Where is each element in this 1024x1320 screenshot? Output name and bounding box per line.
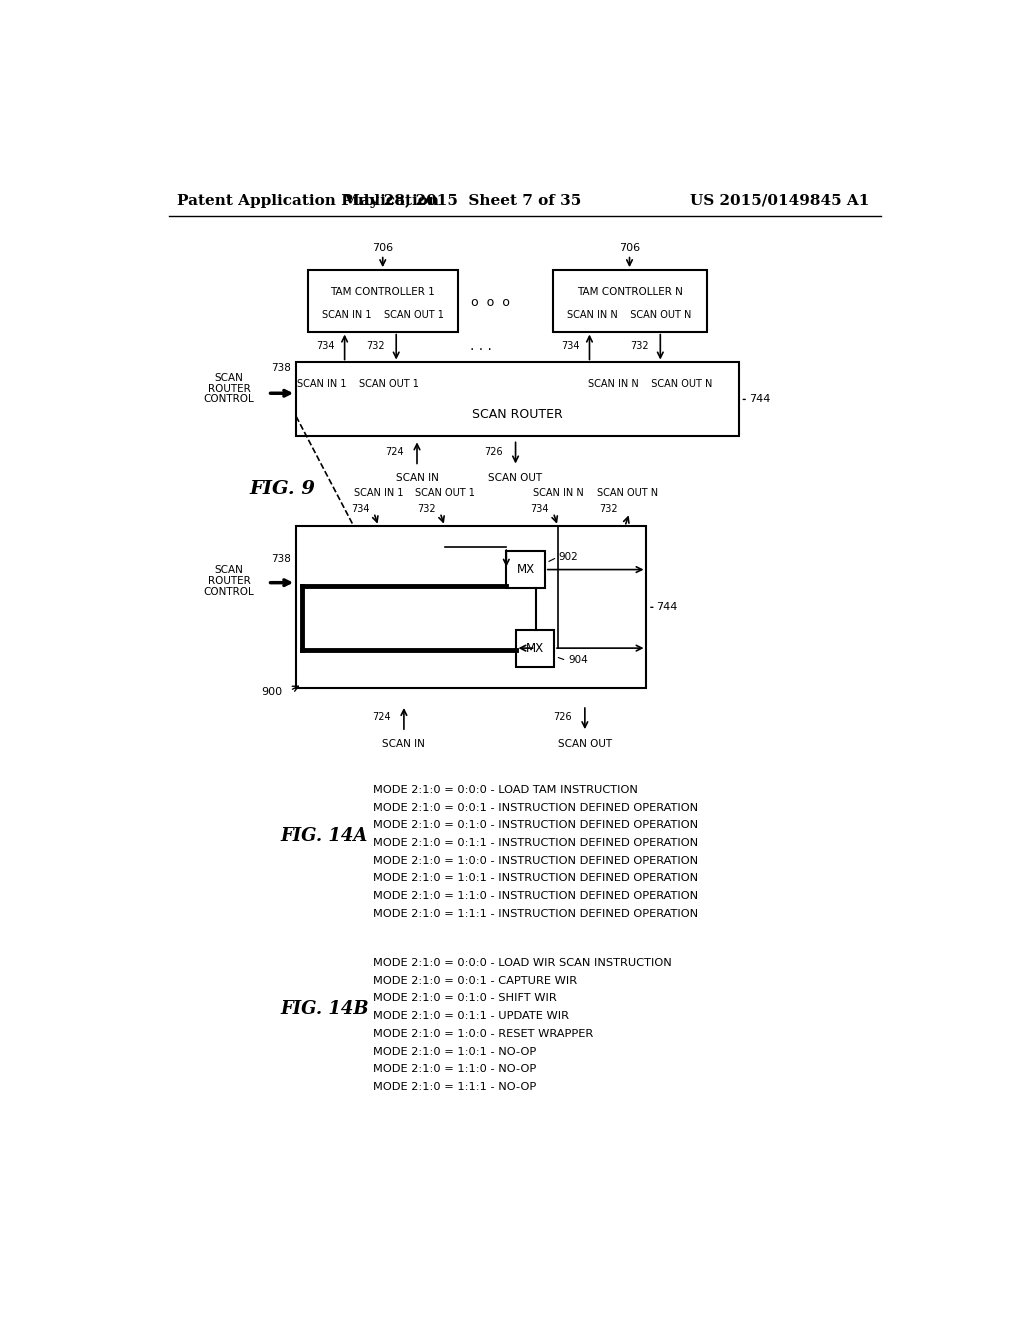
Text: 706: 706	[618, 243, 640, 253]
Bar	[515, 630, 554, 667]
Text: MODE 2:1:0 = 0:1:1 - UPDATE WIR: MODE 2:1:0 = 0:1:1 - UPDATE WIR	[373, 1011, 569, 1022]
Text: 744: 744	[749, 395, 770, 404]
Text: SCAN IN N: SCAN IN N	[532, 488, 584, 499]
Text: MODE 2:1:0 = 0:1:1 - INSTRUCTION DEFINED OPERATION: MODE 2:1:0 = 0:1:1 - INSTRUCTION DEFINED…	[373, 838, 698, 847]
Text: 732: 732	[599, 504, 617, 513]
Text: CONTROL: CONTROL	[204, 587, 255, 597]
Text: 738: 738	[271, 554, 292, 564]
Text: MODE 2:1:0 = 0:1:0 - INSTRUCTION DEFINED OPERATION: MODE 2:1:0 = 0:1:0 - INSTRUCTION DEFINED…	[373, 820, 698, 830]
Text: SCAN OUT 1: SCAN OUT 1	[415, 488, 475, 499]
Text: 734: 734	[351, 504, 370, 513]
Text: CONTROL: CONTROL	[204, 395, 255, 404]
Text: 744: 744	[656, 602, 678, 612]
Text: o  o  o: o o o	[471, 296, 510, 309]
Text: 724: 724	[372, 713, 391, 722]
Text: Patent Application Publication: Patent Application Publication	[177, 194, 438, 207]
Text: May 28, 2015  Sheet 7 of 35: May 28, 2015 Sheet 7 of 35	[343, 194, 581, 207]
Text: 732: 732	[417, 504, 435, 513]
Text: 726: 726	[484, 446, 503, 457]
Text: SCAN IN N    SCAN OUT N: SCAN IN N SCAN OUT N	[588, 379, 713, 389]
Text: SCAN IN 1: SCAN IN 1	[353, 488, 403, 499]
Text: SCAN OUT N: SCAN OUT N	[597, 488, 657, 499]
Text: MODE 2:1:0 = 1:1:1 - NO-OP: MODE 2:1:0 = 1:1:1 - NO-OP	[373, 1082, 537, 1092]
Text: MX: MX	[516, 564, 535, 576]
Text: SCAN IN N    SCAN OUT N: SCAN IN N SCAN OUT N	[567, 310, 691, 319]
Text: 904: 904	[568, 656, 588, 665]
Text: 732: 732	[630, 342, 649, 351]
Text: 902: 902	[559, 552, 579, 562]
Text: MODE 2:1:0 = 1:1:0 - INSTRUCTION DEFINED OPERATION: MODE 2:1:0 = 1:1:0 - INSTRUCTION DEFINED…	[373, 891, 698, 902]
Text: MODE 2:1:0 = 1:0:1 - INSTRUCTION DEFINED OPERATION: MODE 2:1:0 = 1:0:1 - INSTRUCTION DEFINED…	[373, 874, 698, 883]
Text: SCAN: SCAN	[215, 565, 244, 576]
Bar	[307, 271, 458, 331]
Text: 734: 734	[316, 342, 335, 351]
Text: MODE 2:1:0 = 0:0:0 - LOAD WIR SCAN INSTRUCTION: MODE 2:1:0 = 0:0:0 - LOAD WIR SCAN INSTR…	[373, 958, 672, 968]
Text: MODE 2:1:0 = 1:1:0 - NO-OP: MODE 2:1:0 = 1:1:0 - NO-OP	[373, 1064, 537, 1074]
Text: FIG. 14B: FIG. 14B	[281, 1001, 370, 1018]
Text: SCAN ROUTER: SCAN ROUTER	[472, 408, 563, 421]
Bar	[296, 363, 739, 436]
Text: TAM CONTROLLER 1: TAM CONTROLLER 1	[331, 286, 435, 297]
Text: TAM CONTROLLER N: TAM CONTROLLER N	[577, 286, 682, 297]
Text: MODE 2:1:0 = 0:0:0 - LOAD TAM INSTRUCTION: MODE 2:1:0 = 0:0:0 - LOAD TAM INSTRUCTIO…	[373, 785, 638, 795]
Text: MODE 2:1:0 = 1:0:1 - NO-OP: MODE 2:1:0 = 1:0:1 - NO-OP	[373, 1047, 537, 1056]
Bar	[553, 271, 707, 331]
Text: FIG. 9: FIG. 9	[250, 480, 316, 499]
Text: . . .: . . .	[470, 339, 492, 354]
Text: MODE 2:1:0 = 0:0:1 - CAPTURE WIR: MODE 2:1:0 = 0:0:1 - CAPTURE WIR	[373, 975, 578, 986]
Text: ROUTER: ROUTER	[208, 576, 251, 586]
Text: 706: 706	[372, 243, 393, 253]
Text: SCAN IN 1    SCAN OUT 1: SCAN IN 1 SCAN OUT 1	[322, 310, 443, 319]
Text: MODE 2:1:0 = 0:1:0 - SHIFT WIR: MODE 2:1:0 = 0:1:0 - SHIFT WIR	[373, 994, 557, 1003]
Text: MODE 2:1:0 = 1:0:0 - RESET WRAPPER: MODE 2:1:0 = 1:0:0 - RESET WRAPPER	[373, 1028, 593, 1039]
Text: SCAN OUT: SCAN OUT	[558, 739, 612, 748]
Text: SCAN IN: SCAN IN	[383, 739, 425, 748]
Text: MODE 2:1:0 = 0:0:1 - INSTRUCTION DEFINED OPERATION: MODE 2:1:0 = 0:0:1 - INSTRUCTION DEFINED…	[373, 803, 698, 813]
Text: 732: 732	[366, 342, 385, 351]
Text: SCAN IN: SCAN IN	[395, 473, 438, 483]
Text: 738: 738	[271, 363, 292, 372]
Text: SCAN: SCAN	[215, 372, 244, 383]
Text: 734: 734	[530, 504, 549, 513]
Text: US 2015/0149845 A1: US 2015/0149845 A1	[690, 194, 869, 207]
Text: 724: 724	[385, 446, 403, 457]
Text: SCAN IN 1    SCAN OUT 1: SCAN IN 1 SCAN OUT 1	[297, 379, 419, 389]
Text: MODE 2:1:0 = 1:1:1 - INSTRUCTION DEFINED OPERATION: MODE 2:1:0 = 1:1:1 - INSTRUCTION DEFINED…	[373, 908, 698, 919]
Text: SCAN OUT: SCAN OUT	[488, 473, 543, 483]
Text: 900: 900	[261, 686, 283, 697]
Bar	[296, 527, 646, 688]
Bar	[506, 552, 545, 589]
Text: MX: MX	[525, 642, 544, 655]
Text: FIG. 14A: FIG. 14A	[281, 828, 368, 845]
Text: 726: 726	[553, 713, 571, 722]
Text: 734: 734	[561, 342, 580, 351]
Text: MODE 2:1:0 = 1:0:0 - INSTRUCTION DEFINED OPERATION: MODE 2:1:0 = 1:0:0 - INSTRUCTION DEFINED…	[373, 855, 698, 866]
Text: ROUTER: ROUTER	[208, 384, 251, 393]
